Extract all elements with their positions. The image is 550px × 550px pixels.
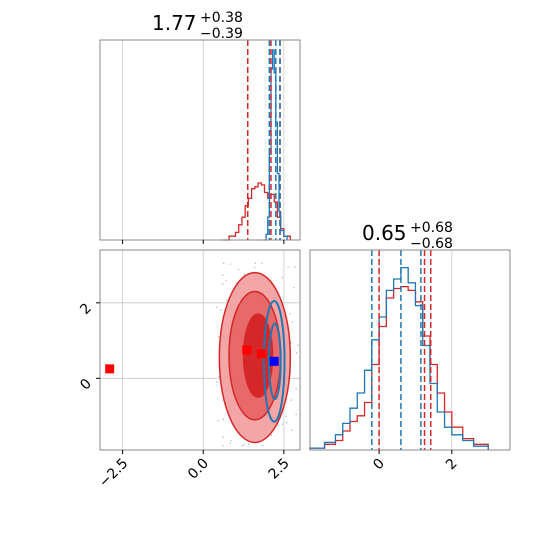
sample-point: [291, 321, 293, 323]
sample-point: [293, 286, 295, 289]
sample-point: [261, 262, 263, 265]
sample-point: [290, 399, 293, 401]
contour-blue: [262, 299, 286, 423]
sample-point: [296, 344, 299, 347]
sample-point: [295, 413, 298, 416]
panel-frame: [309, 249, 511, 451]
sample-point: [225, 299, 228, 302]
sample-point: [284, 415, 287, 418]
x-tick-label: 2.5: [266, 456, 293, 483]
panel-title-x-minus: −0.39: [200, 26, 243, 42]
sample-point: [222, 274, 224, 277]
sample-point: [254, 262, 257, 264]
sample-point: [253, 266, 256, 269]
sample-point: [215, 381, 218, 383]
sample-point: [229, 442, 232, 444]
sample-point: [295, 387, 298, 390]
sample-point: [222, 445, 224, 447]
sample-point: [225, 279, 228, 282]
sample-point: [241, 445, 244, 447]
sample-point: [221, 282, 224, 285]
panel-title-y-minus: −0.68: [410, 236, 453, 252]
sample-point: [243, 273, 246, 276]
sample-point: [216, 306, 218, 309]
sample-point: [222, 436, 224, 438]
sample-point: [277, 424, 280, 426]
panel-title-x-plus: +0.38: [200, 10, 243, 26]
sample-point: [230, 439, 232, 442]
x-tick-label: 0.0: [185, 456, 212, 483]
marker-red: [256, 349, 266, 359]
y-tick-label: 0: [77, 376, 95, 394]
sample-point: [261, 444, 264, 447]
hist-series-blue: [262, 49, 288, 241]
hist-series-red: [309, 285, 489, 450]
sample-point: [237, 268, 240, 271]
sample-point: [243, 444, 245, 446]
panel-title-y-plus: +0.68: [410, 220, 453, 236]
sample-point: [289, 313, 291, 315]
hist-series-blue: [309, 266, 489, 450]
sample-point: [295, 352, 298, 354]
panel-hist-x: [99, 39, 301, 241]
panel-title-y-value: 0.65: [362, 221, 407, 245]
sample-point: [217, 335, 220, 338]
marker-red: [242, 345, 252, 355]
sample-point: [248, 443, 250, 445]
y-tick-label: 2: [77, 300, 95, 318]
panel-hist-y: [309, 249, 511, 451]
panel-contour-xy: [99, 249, 301, 451]
x-tick-label: 2: [443, 456, 461, 474]
hist-series-red: [222, 182, 291, 241]
sample-point: [217, 420, 219, 422]
sample-point: [294, 266, 296, 268]
marker-blue: [269, 356, 279, 366]
sample-point: [220, 309, 223, 311]
panel-title-x-value: 1.77: [152, 11, 197, 35]
sample-point: [286, 421, 288, 424]
panel-frame: [99, 249, 301, 451]
x-tick-label: −2.5: [96, 456, 131, 491]
panel-frame: [99, 39, 301, 241]
sample-point: [290, 429, 293, 432]
sample-point: [222, 262, 225, 264]
x-tick-label: 0: [370, 456, 388, 474]
sample-point: [290, 341, 292, 344]
sample-point: [270, 434, 273, 437]
sample-point: [281, 423, 284, 426]
sample-point: [281, 276, 283, 279]
sample-point: [222, 418, 225, 421]
sample-point: [229, 263, 232, 265]
contour-blue: [268, 322, 282, 401]
sample-point: [287, 266, 289, 269]
marker-red: [105, 364, 115, 374]
